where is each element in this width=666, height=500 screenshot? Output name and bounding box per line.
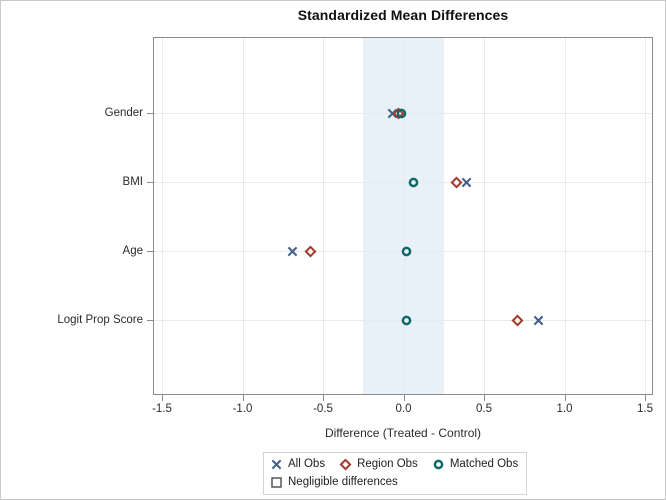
circle-marker-icon <box>432 458 445 471</box>
v-gridline <box>564 38 566 394</box>
x-tick-mark <box>564 395 566 401</box>
y-tick-mark <box>147 113 153 114</box>
marker-region-obs-gender <box>392 106 405 120</box>
marker-matched-obs-logit-prop-score <box>400 314 413 327</box>
x-marker-icon <box>270 458 283 471</box>
marker-matched-obs-bmi <box>407 176 420 189</box>
marker-all-obs-gender <box>386 107 399 120</box>
y-tick-label-age: Age <box>122 245 143 257</box>
legend-label: Negligible differences <box>288 476 398 488</box>
y-tick-mark <box>147 251 153 252</box>
marker-region-obs-logit-prop-score <box>511 313 524 327</box>
v-gridline <box>484 38 485 394</box>
legend-row-series: All Obs Region Obs Matched Obs <box>270 455 518 473</box>
diamond-marker-icon <box>339 457 352 471</box>
v-gridline <box>645 38 646 394</box>
marker-matched-obs-age <box>400 245 413 258</box>
x-tick-mark <box>645 395 646 401</box>
v-gridline <box>162 38 163 394</box>
y-tick-label-gender: Gender <box>104 107 143 119</box>
plot-area <box>153 37 653 395</box>
x-tick-label: -0.5 <box>313 403 333 415</box>
v-gridline <box>242 38 244 394</box>
y-tick-label-bmi: BMI <box>122 176 143 188</box>
legend-label: All Obs <box>288 458 326 470</box>
legend-label: Matched Obs <box>449 458 519 470</box>
x-tick-label: 0.5 <box>476 403 492 415</box>
legend-item-all-obs: All Obs <box>270 458 325 471</box>
x-tick-mark <box>484 395 485 401</box>
legend-item-matched-obs: Matched Obs <box>432 458 518 471</box>
legend-row-band: Negligible differences <box>270 473 518 491</box>
v-gridline <box>323 38 324 394</box>
x-tick-mark <box>323 395 324 401</box>
y-tick-mark <box>147 320 153 321</box>
square-swatch-icon <box>270 476 283 489</box>
h-gridline <box>154 182 652 183</box>
x-tick-mark <box>403 395 405 401</box>
x-tick-label: -1.0 <box>232 403 253 415</box>
x-tick-label: 1.5 <box>637 403 653 415</box>
x-tick-label: 0.0 <box>395 403 412 415</box>
legend: All Obs Region Obs Matched Obs Negligibl… <box>263 452 528 495</box>
y-tick-mark <box>147 182 153 183</box>
marker-region-obs-bmi <box>450 175 463 189</box>
x-axis-title: Difference (Treated - Control) <box>324 426 482 440</box>
marker-matched-obs-gender <box>395 107 408 120</box>
x-tick-mark <box>162 395 163 401</box>
x-tick-label: -1.5 <box>152 403 172 415</box>
marker-region-obs-age <box>304 244 317 258</box>
legend-item-negligible: Negligible differences <box>270 476 398 489</box>
v-gridline <box>403 38 405 394</box>
marker-all-obs-logit-prop-score <box>532 314 545 327</box>
x-tick-label: 1.0 <box>556 403 573 415</box>
y-tick-label-logit-prop-score: Logit Prop Score <box>57 314 143 326</box>
chart-title: Standardized Mean Differences <box>297 7 509 23</box>
legend-label: Region Obs <box>357 458 418 470</box>
x-tick-mark <box>242 395 244 401</box>
marker-all-obs-age <box>286 245 299 258</box>
marker-all-obs-bmi <box>460 176 473 189</box>
legend-item-region-obs: Region Obs <box>339 457 418 471</box>
